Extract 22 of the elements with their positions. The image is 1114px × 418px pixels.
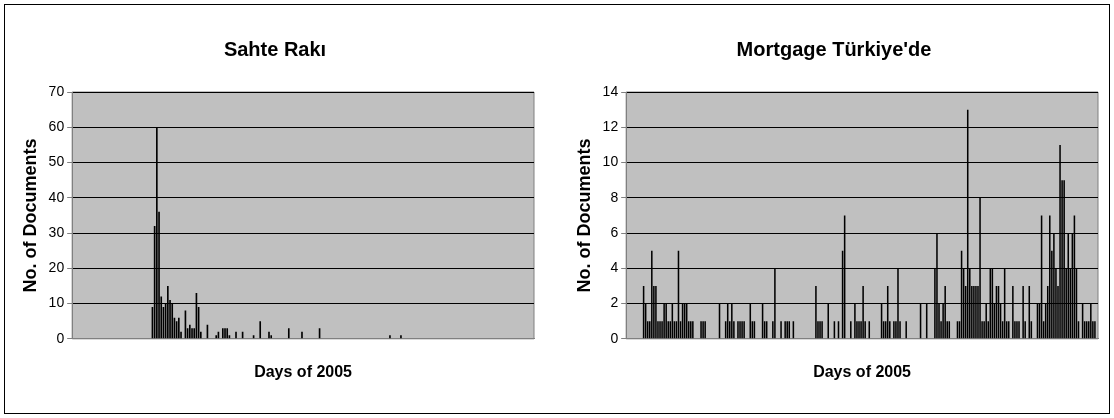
y-tick-label: 8 — [610, 188, 619, 205]
y-tick-label: 30 — [48, 223, 65, 240]
x-axis-title: Days of 2005 — [254, 362, 353, 380]
y-tick-label: 4 — [610, 259, 619, 276]
chart-title: Mortgage Türkiye'de — [736, 37, 932, 60]
y-axis-title: No. of Documents — [573, 138, 594, 293]
y-tick-label: 2 — [610, 294, 619, 311]
y-tick-label: 10 — [48, 294, 65, 311]
y-tick-label: 60 — [48, 118, 65, 135]
x-axis-title: Days of 2005 — [813, 362, 912, 380]
y-tick-label: 14 — [602, 82, 619, 99]
y-axis-title: No. of Documents — [19, 138, 40, 293]
y-tick-label: 40 — [48, 188, 65, 205]
y-tick-label: 0 — [56, 329, 65, 346]
chart-title: Sahte Rakı — [223, 37, 327, 60]
y-tick-label: 70 — [48, 82, 65, 99]
y-tick-label: 50 — [48, 153, 65, 170]
y-tick-label: 0 — [610, 329, 619, 346]
y-tick-label: 10 — [602, 153, 619, 170]
y-tick-label: 6 — [610, 223, 619, 240]
y-tick-label: 20 — [48, 259, 65, 276]
y-tick-label: 12 — [602, 118, 619, 135]
